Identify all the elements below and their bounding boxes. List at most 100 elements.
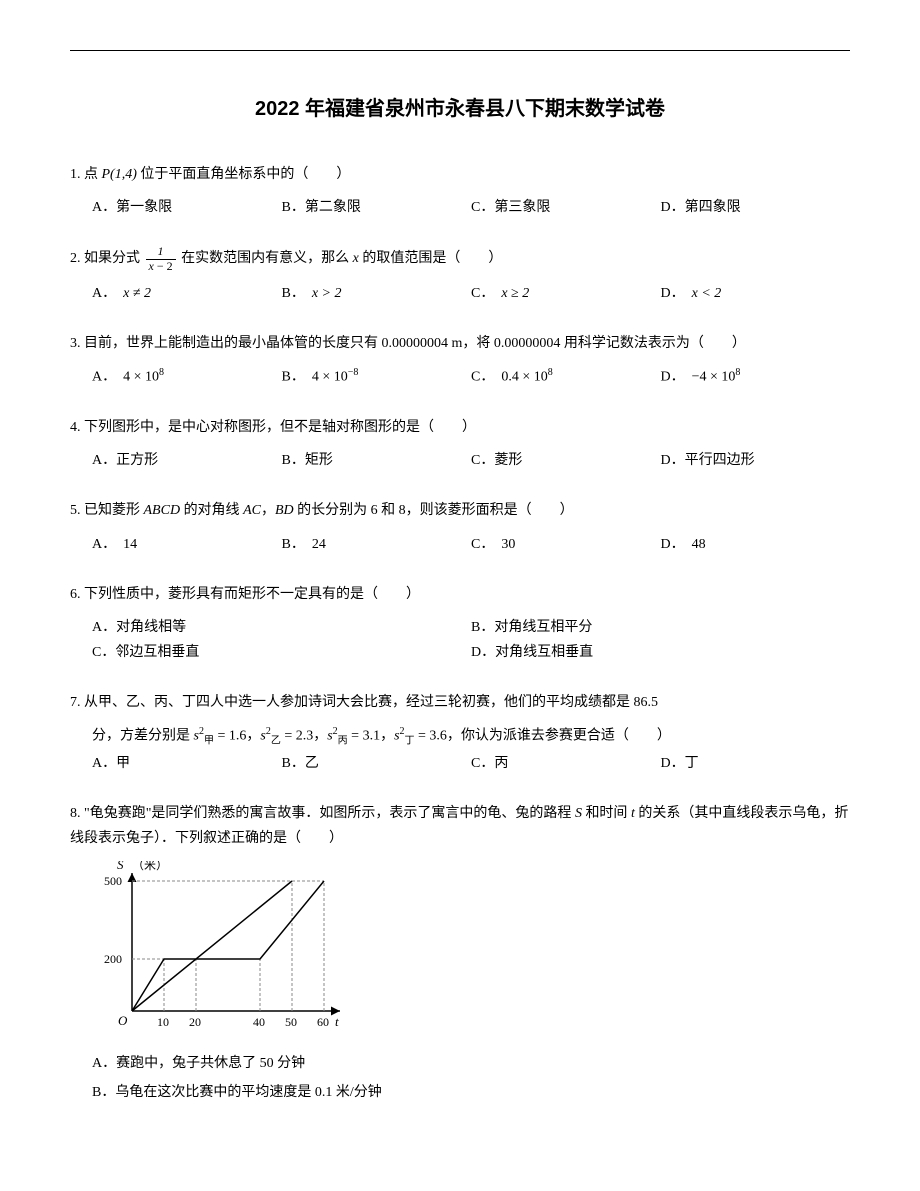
q3-b-pre: B． 4 × 10 xyxy=(282,370,348,385)
q2-a-expr: x ≠ 2 xyxy=(123,286,151,301)
q2-c-pre: C． xyxy=(471,286,501,301)
q4-opt-c: C．菱形 xyxy=(471,448,661,473)
q2-post: 在实数范围内有意义，那么 xyxy=(178,251,353,266)
q3-opt-c: C． 0.4 × 108 xyxy=(471,364,661,390)
q3-c-sup: 8 xyxy=(548,367,553,378)
question-7: 7. 从甲、乙、丙、丁四人中选一人参加诗词大会比赛，经过三轮初赛，他们的平均成绩… xyxy=(70,690,850,776)
q2-b-pre: B． xyxy=(282,286,312,301)
q8-pre: "龟兔赛跑"是同学们熟悉的寓言故事．如图所示，表示了寓言中的龟、兔的路程 xyxy=(84,806,575,821)
q2-options: A． x ≠ 2 B． x > 2 C． x ≥ 2 D． x < 2 xyxy=(70,281,850,306)
q8-opt-b: B．乌龟在这次比赛中的平均速度是 0.1 米/分钟 xyxy=(92,1080,850,1105)
q1-options: A．第一象限 B．第二象限 C．第三象限 D．第四象限 xyxy=(70,195,850,220)
q8-S: S xyxy=(575,806,582,821)
q2-num: 2. xyxy=(70,251,81,266)
q7-opt-d: D．丁 xyxy=(661,751,851,776)
q3-text: 目前，世界上能制造出的最小晶体管的长度只有 0.00000004 m，将 0.0… xyxy=(84,336,746,351)
svg-text:（分）: （分） xyxy=(344,1015,352,1029)
q7-s3-sub: 丙 xyxy=(338,736,348,747)
q8-chart: S（米）t（分）O2005001020405060 xyxy=(92,861,352,1041)
q5-post: 的长分别为 6 和 8，则该菱形面积是（ ） xyxy=(294,503,574,518)
q5-opt-b: B． 24 xyxy=(282,532,472,557)
q2-d-pre: D． xyxy=(661,286,692,301)
question-6: 6. 下列性质中，菱形具有而矩形不一定具有的是（ ） A．对角线相等 B．对角线… xyxy=(70,582,850,666)
q3-num: 3. xyxy=(70,336,81,351)
question-8: 8. "龟兔赛跑"是同学们熟悉的寓言故事．如图所示，表示了寓言中的龟、兔的路程 … xyxy=(70,801,850,1105)
q2-fraction: 1x − 2 xyxy=(146,245,176,272)
q2-opt-c: C． x ≥ 2 xyxy=(471,281,661,306)
top-rule xyxy=(70,50,850,51)
q3-options: A． 4 × 108 B． 4 × 10−8 C． 0.4 × 108 D． −… xyxy=(70,364,850,390)
q5-abcd: ABCD xyxy=(144,503,181,518)
q5-opt-a: A． 14 xyxy=(92,532,282,557)
q1-text-post: 位于平面直角坐标系中的（ ） xyxy=(137,167,351,182)
q7-s1-sub: 甲 xyxy=(204,736,214,747)
q7-line1: 从甲、乙、丙、丁四人中选一人参加诗词大会比赛，经过三轮初赛，他们的平均成绩都是 … xyxy=(84,695,658,710)
q8-num: 8. xyxy=(70,806,81,821)
q2-frac-num: 1 xyxy=(146,245,176,259)
q3-stem: 3. 目前，世界上能制造出的最小晶体管的长度只有 0.00000004 m，将 … xyxy=(70,331,850,356)
q7-s4-val: = 3.6， xyxy=(415,729,461,744)
svg-text:500: 500 xyxy=(104,874,122,888)
q1-num: 1. xyxy=(70,167,81,182)
q7-s2-val: = 2.3， xyxy=(281,729,327,744)
q5-ac: AC xyxy=(243,503,261,518)
q3-a-pre: A． 4 × 10 xyxy=(92,370,159,385)
q7-s3-val: = 3.1， xyxy=(348,729,394,744)
q7-s2-sub: 乙 xyxy=(271,736,281,747)
q2-opt-a: A． x ≠ 2 xyxy=(92,281,282,306)
q2-frac-den-rest: − 2 xyxy=(154,259,173,273)
q1-stem: 1. 点 P(1,4) 位于平面直角坐标系中的（ ） xyxy=(70,162,850,187)
q5-stem: 5. 已知菱形 ABCD 的对角线 AC，BD 的长分别为 6 和 8，则该菱形… xyxy=(70,498,850,523)
q7-s1-val: = 1.6， xyxy=(214,729,260,744)
q7-opt-a: A．甲 xyxy=(92,751,282,776)
q8-stem: 8. "龟兔赛跑"是同学们熟悉的寓言故事．如图所示，表示了寓言中的龟、兔的路程 … xyxy=(70,801,850,851)
q2-stem: 2. 如果分式 1x − 2 在实数范围内有意义，那么 x 的取值范围是（ ） xyxy=(70,245,850,272)
q7-opt-c: C．丙 xyxy=(471,751,661,776)
q6-opt-c: C．邻边互相垂直 xyxy=(92,640,471,665)
svg-text:20: 20 xyxy=(189,1015,201,1029)
svg-text:60: 60 xyxy=(317,1015,329,1029)
q6-options-r1: A．对角线相等 B．对角线互相平分 xyxy=(70,615,850,640)
svg-text:t: t xyxy=(335,1014,339,1029)
q3-b-sup: −8 xyxy=(348,367,359,378)
svg-text:50: 50 xyxy=(285,1015,297,1029)
q2-pre: 如果分式 xyxy=(84,251,144,266)
q7-l2-pre: 分，方差分别是 xyxy=(92,729,194,744)
svg-text:（米）: （米） xyxy=(132,861,168,872)
q5-opt-d: D． 48 xyxy=(661,532,851,557)
q8-chart-svg: S（米）t（分）O2005001020405060 xyxy=(92,861,352,1041)
q7-options: A．甲 B．乙 C．丙 D．丁 xyxy=(70,751,850,776)
q8-chart-container: S（米）t（分）O2005001020405060 xyxy=(70,861,850,1041)
q2-opt-b: B． x > 2 xyxy=(282,281,472,306)
q5-bd: BD xyxy=(275,503,294,518)
q6-opt-b: B．对角线互相平分 xyxy=(471,615,850,640)
q1-point: P(1,4) xyxy=(102,167,137,182)
q3-a-sup: 8 xyxy=(159,367,164,378)
q7-s4-sub: 丁 xyxy=(405,736,415,747)
q5-mid2: ， xyxy=(261,503,275,518)
svg-text:S: S xyxy=(117,861,124,872)
q3-d-pre: D． −4 × 10 xyxy=(661,370,736,385)
q6-num: 6. xyxy=(70,587,81,602)
exam-title: 2022 年福建省泉州市永春县八下期末数学试卷 xyxy=(70,91,850,127)
svg-text:40: 40 xyxy=(253,1015,265,1029)
q6-opt-d: D．对角线互相垂直 xyxy=(471,640,850,665)
q4-options: A．正方形 B．矩形 C．菱形 D．平行四边形 xyxy=(70,448,850,473)
q6-opt-a: A．对角线相等 xyxy=(92,615,471,640)
q5-opt-c: C． 30 xyxy=(471,532,661,557)
q2-c-expr: x ≥ 2 xyxy=(501,286,529,301)
q5-mid: 的对角线 xyxy=(180,503,243,518)
q2-end: 的取值范围是（ ） xyxy=(359,251,503,266)
q5-options: A． 14 B． 24 C． 30 D． 48 xyxy=(70,532,850,557)
q3-d-sup: 8 xyxy=(735,367,740,378)
q2-b-expr: x > 2 xyxy=(312,286,342,301)
q3-opt-b: B． 4 × 10−8 xyxy=(282,364,472,390)
q3-opt-d: D． −4 × 108 xyxy=(661,364,851,390)
q3-c-pre: C． 0.4 × 10 xyxy=(471,370,548,385)
q6-stem: 6. 下列性质中，菱形具有而矩形不一定具有的是（ ） xyxy=(70,582,850,607)
q4-text: 下列图形中，是中心对称图形，但不是轴对称图形的是（ ） xyxy=(84,420,476,435)
q1-opt-b: B．第二象限 xyxy=(282,195,472,220)
q4-num: 4. xyxy=(70,420,81,435)
q8-opt-a: A．赛跑中，兔子共休息了 50 分钟 xyxy=(92,1051,850,1076)
q6-options-r2: C．邻边互相垂直 D．对角线互相垂直 xyxy=(70,640,850,665)
